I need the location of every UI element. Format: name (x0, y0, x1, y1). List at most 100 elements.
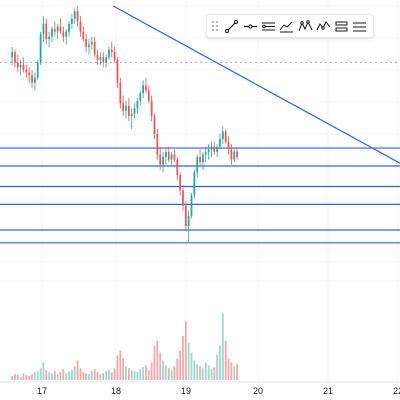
volume-bar (159, 352, 162, 380)
candle-body (196, 157, 199, 173)
trend-line-tool-button[interactable] (224, 17, 240, 35)
candle-body (224, 131, 227, 142)
candle-body (156, 134, 159, 155)
volume-bar (233, 366, 236, 380)
volume-bar (156, 340, 159, 380)
trend-line[interactable] (112, 5, 400, 166)
candle-body (99, 57, 102, 60)
volume-bar (36, 371, 39, 380)
volume-bar (113, 368, 116, 380)
volume-bar (105, 371, 107, 380)
volume-bar (193, 360, 196, 380)
candle-body (216, 146, 219, 152)
candle-body (176, 159, 179, 175)
candle-body (90, 41, 93, 45)
candle-body (184, 205, 187, 227)
candle-body (236, 151, 238, 158)
time-axis-label: 20 (253, 386, 263, 396)
volume-bar (39, 368, 42, 380)
candle-body (145, 85, 147, 91)
volume-bar (221, 313, 224, 380)
candle-body (182, 190, 184, 206)
candle-body (28, 72, 31, 76)
candle-body (88, 44, 90, 47)
fib-retracement-icon (279, 21, 294, 32)
candle-body (105, 57, 107, 63)
fib-retracement-tool-button[interactable] (279, 17, 295, 35)
candle-body (139, 93, 142, 101)
elliott-wave-tool-button[interactable] (315, 17, 331, 35)
candle-body (133, 108, 136, 114)
candle-body (207, 149, 210, 152)
time-axis-label: 22 (393, 386, 400, 396)
volume-bar (204, 362, 207, 380)
volume-bar (182, 335, 184, 380)
candle-body (16, 62, 19, 68)
candle-body (142, 85, 144, 94)
candle-body (190, 195, 193, 216)
volume-bar (145, 365, 147, 380)
candle-body (93, 41, 96, 55)
candle-body (73, 11, 76, 19)
volume-bars (11, 313, 238, 380)
candle-body (130, 113, 133, 117)
volume-bar (184, 321, 187, 380)
volume-bar (48, 372, 51, 380)
candle-body (25, 70, 28, 73)
volume-bar (136, 372, 139, 380)
volume-bar (42, 362, 45, 380)
horizontal-ray-tool-button[interactable] (242, 17, 258, 35)
volume-bar (122, 358, 125, 380)
volume-bar (142, 367, 144, 380)
volume-bar (167, 368, 170, 380)
volume-bar (93, 369, 96, 380)
candle-body (22, 64, 25, 70)
drag-handle-icon[interactable] (211, 20, 219, 32)
volume-bar (150, 362, 153, 380)
candle-body (187, 215, 190, 227)
volume-bar (199, 366, 201, 380)
volume-bar (56, 374, 59, 380)
candle-body (150, 100, 153, 117)
candle-body (33, 77, 36, 83)
volume-bar (147, 370, 150, 380)
volume-bar (125, 366, 127, 380)
volume-bar (65, 373, 68, 380)
trend-line-icon (225, 19, 239, 33)
candle-body (193, 172, 196, 196)
volume-bar (170, 370, 173, 380)
candle-body (230, 149, 233, 160)
volume-bar (73, 366, 76, 380)
time-axis-label: 17 (37, 386, 47, 396)
volume-bar (179, 350, 182, 380)
candle-body (96, 54, 99, 60)
volume-bar (79, 368, 82, 380)
candle-body (179, 174, 182, 191)
volume-bar (22, 373, 25, 380)
forecast-tool-button[interactable] (333, 17, 349, 35)
volume-bar (176, 358, 179, 380)
candle-body (82, 31, 85, 40)
pattern-tool-button[interactable] (297, 17, 313, 35)
candle-body (62, 31, 65, 37)
volume-bar (51, 373, 53, 380)
trend-line-segment[interactable] (112, 5, 400, 166)
volume-bar (31, 374, 33, 380)
candle-body (11, 52, 13, 58)
parallel-channel-tool-button[interactable] (260, 17, 276, 35)
candle-body (36, 62, 39, 78)
candle-body (45, 23, 48, 40)
volume-bar (96, 372, 99, 380)
time-axis-label: 21 (323, 386, 333, 396)
measure-tool-button[interactable] (352, 17, 368, 35)
horizontal-levels[interactable] (0, 147, 400, 244)
elliott-wave-icon (316, 20, 331, 30)
candle-body (202, 154, 204, 163)
candle-body (51, 29, 53, 37)
candle-body (19, 64, 22, 68)
volume-bar (153, 345, 156, 380)
volume-bar (110, 372, 113, 380)
volume-bar (53, 371, 56, 380)
